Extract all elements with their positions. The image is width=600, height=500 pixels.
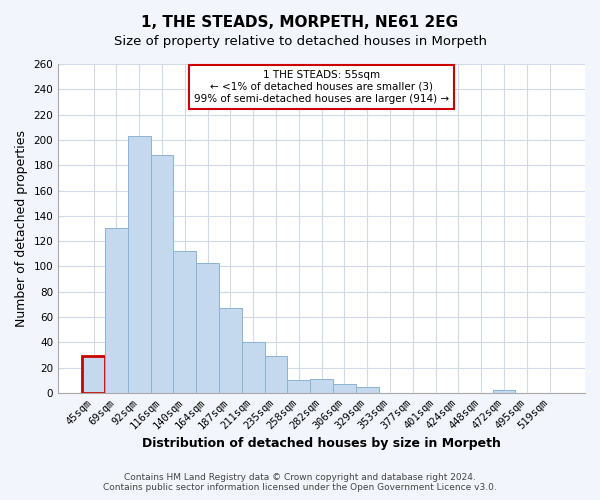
Y-axis label: Number of detached properties: Number of detached properties [15,130,28,327]
Bar [219,308,242,393]
Bar [105,228,128,393]
Bar [265,356,287,393]
Bar [333,384,356,393]
Bar [82,356,105,393]
Bar [196,262,219,393]
Bar [151,155,173,393]
Bar [310,379,333,393]
Text: Size of property relative to detached houses in Morpeth: Size of property relative to detached ho… [113,35,487,48]
Bar [493,390,515,393]
X-axis label: Distribution of detached houses by size in Morpeth: Distribution of detached houses by size … [142,437,501,450]
Text: Contains HM Land Registry data © Crown copyright and database right 2024.
Contai: Contains HM Land Registry data © Crown c… [103,473,497,492]
Bar [173,252,196,393]
Text: 1 THE STEADS: 55sqm
← <1% of detached houses are smaller (3)
99% of semi-detache: 1 THE STEADS: 55sqm ← <1% of detached ho… [194,70,449,104]
Bar [356,386,379,393]
Bar [128,136,151,393]
Bar [287,380,310,393]
Text: 1, THE STEADS, MORPETH, NE61 2EG: 1, THE STEADS, MORPETH, NE61 2EG [142,15,458,30]
Bar [242,342,265,393]
